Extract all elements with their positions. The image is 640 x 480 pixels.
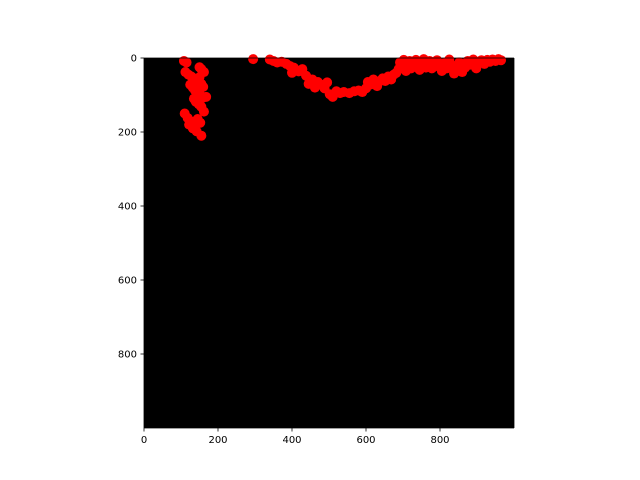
plot-area <box>144 58 514 428</box>
data-point-35 <box>184 119 195 130</box>
data-point-1 <box>181 57 192 68</box>
y-tick-label-3: 600 <box>118 276 137 287</box>
data-point-25 <box>198 106 209 117</box>
data-point-119 <box>496 55 507 66</box>
y-tick-label-1: 200 <box>118 128 137 139</box>
y-tick-label-2: 400 <box>118 202 137 213</box>
data-point-20 <box>201 91 212 102</box>
data-point-54 <box>322 77 333 88</box>
y-tick-label-0: 0 <box>131 54 137 65</box>
y-axis: 0 200 400 600 800 <box>118 54 144 361</box>
x-axis: 0 200 400 600 800 <box>141 428 450 446</box>
data-points <box>178 54 507 141</box>
x-tick-label-4: 800 <box>430 435 449 446</box>
data-point-46 <box>287 67 297 78</box>
data-point-31 <box>195 117 206 128</box>
x-tick-label-3: 600 <box>356 435 375 446</box>
x-tick-label-2: 400 <box>282 435 301 446</box>
axes-frame <box>143 57 515 429</box>
x-tick-label-0: 0 <box>141 435 147 446</box>
x-tick-label-1: 200 <box>208 435 227 446</box>
data-point-36 <box>248 54 259 65</box>
y-tick-label-4: 800 <box>118 350 137 361</box>
data-point-34 <box>196 130 207 141</box>
